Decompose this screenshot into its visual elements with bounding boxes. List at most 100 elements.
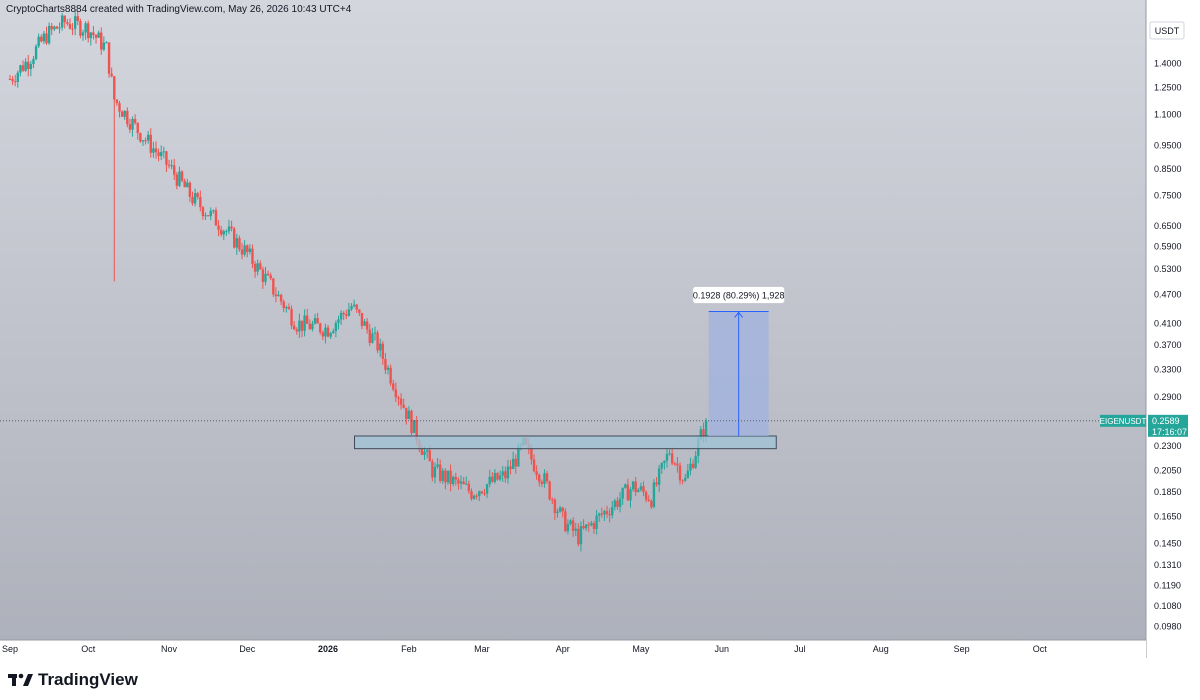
- candle-body: [332, 331, 335, 334]
- candle-body: [53, 26, 56, 30]
- candle-body: [485, 484, 489, 494]
- candle-body: [186, 182, 189, 188]
- candle-body: [118, 103, 121, 112]
- candle-body: [405, 407, 408, 420]
- candle-body: [556, 511, 559, 513]
- candle-body: [595, 515, 598, 529]
- price-tick-label: 0.7500: [1154, 190, 1182, 200]
- footer-bar: TradingView: [0, 662, 1200, 700]
- candle-body: [40, 36, 43, 42]
- price-tick-label: 0.1190: [1154, 580, 1181, 590]
- candle-body: [373, 332, 377, 334]
- price-axis-background: [1146, 0, 1200, 662]
- candle-body: [462, 481, 465, 485]
- candle-body: [650, 500, 653, 508]
- candle-body: [363, 321, 366, 326]
- candle-body: [702, 429, 705, 437]
- candle-body: [399, 398, 403, 405]
- candle-body: [345, 314, 348, 316]
- candle-body: [470, 491, 473, 499]
- measure-label: 0.1928 (80.29%) 1,928: [693, 290, 785, 300]
- candle-body: [274, 294, 278, 297]
- chart-caption: CryptoCharts8884 created with TradingVie…: [6, 4, 352, 15]
- candle-body: [431, 461, 434, 478]
- candle-body: [342, 312, 345, 315]
- candle-body: [100, 32, 103, 50]
- candle-body: [665, 453, 669, 461]
- candle-body: [639, 486, 643, 490]
- support-zone[interactable]: [354, 435, 777, 450]
- candle-body: [199, 196, 202, 208]
- countdown-label: 17:16:07: [1152, 427, 1187, 437]
- candle-body: [384, 358, 387, 370]
- candle-body: [66, 22, 69, 24]
- candle-body: [548, 481, 551, 500]
- candle-body: [292, 325, 296, 330]
- candle-body: [42, 33, 46, 42]
- candle-body: [551, 499, 554, 501]
- measure-label-box: [692, 285, 786, 304]
- candle-body: [334, 322, 338, 332]
- candle-body: [136, 122, 139, 134]
- candle-body: [248, 248, 252, 253]
- price-tick-label: 0.2050: [1154, 465, 1182, 475]
- candle-body: [660, 463, 663, 469]
- candle-body: [319, 323, 322, 333]
- candle-body: [120, 111, 124, 117]
- time-tick-label: Jul: [794, 644, 806, 654]
- price-tick-label: 0.6500: [1154, 221, 1182, 231]
- candle-body: [266, 273, 270, 276]
- candle-body: [566, 524, 570, 532]
- candles: [8, 9, 708, 552]
- candle-body: [68, 23, 72, 29]
- candle-body: [133, 118, 137, 123]
- candle-body: [34, 46, 38, 60]
- candle-body: [678, 465, 682, 481]
- candle-body: [173, 165, 176, 175]
- candle-body: [97, 32, 100, 38]
- plot-background: [0, 0, 1146, 658]
- candle-body: [191, 196, 194, 204]
- candle-body: [60, 15, 64, 28]
- price-chart[interactable]: 0.1928 (80.29%) 1,928 1.4000 1.2500 1.1000 0…: [0, 0, 1200, 662]
- candle-body: [201, 207, 205, 217]
- candle-body: [167, 164, 171, 166]
- candle-body: [514, 458, 517, 467]
- candle-body: [272, 278, 275, 295]
- candle-body: [282, 301, 285, 309]
- candle-body: [590, 523, 593, 526]
- candle-body: [545, 473, 549, 482]
- time-axis-background: [0, 640, 1146, 658]
- candle-body: [27, 61, 30, 70]
- candle-body: [165, 151, 168, 165]
- candle-body: [631, 481, 635, 490]
- candle-body: [392, 383, 395, 390]
- candle-body: [50, 25, 53, 30]
- candle-body: [206, 215, 210, 217]
- price-tick-label: 0.3300: [1154, 364, 1182, 374]
- candle-body: [579, 525, 583, 545]
- candle-body: [180, 171, 184, 181]
- candle-body: [681, 480, 684, 482]
- candle-body: [152, 148, 155, 153]
- candle-body: [506, 466, 510, 479]
- candle-body: [684, 477, 687, 481]
- price-tick-label: 0.4100: [1154, 318, 1182, 328]
- measure-arrow-head: [734, 311, 744, 318]
- candle-body: [63, 15, 66, 23]
- candle-body: [642, 486, 645, 493]
- candle-body: [389, 367, 392, 384]
- tradingview-logo[interactable]: TradingView: [8, 670, 138, 690]
- candle-body: [219, 229, 223, 235]
- candle-body: [321, 332, 325, 337]
- candle-body: [128, 124, 132, 130]
- candle-body: [368, 329, 371, 343]
- price-tick-label: 0.2900: [1154, 392, 1182, 402]
- time-tick-label: Sep: [954, 644, 970, 654]
- candle-body: [483, 493, 486, 495]
- candle-body: [428, 450, 431, 462]
- candle-body: [285, 307, 288, 309]
- candle-body: [303, 315, 306, 331]
- price-tick-label: 0.1450: [1154, 539, 1182, 549]
- candle-body: [379, 343, 382, 351]
